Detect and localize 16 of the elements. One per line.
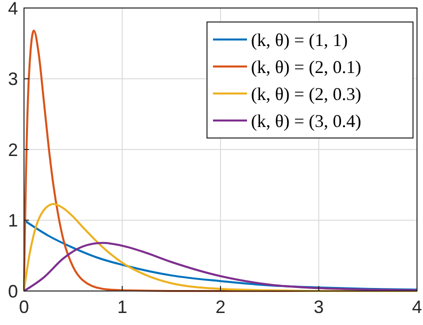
legend-label: (k, θ) = (2, 0.1)	[251, 56, 362, 77]
y-tick-label: 4	[8, 0, 18, 18]
x-tick-label: 2	[215, 297, 226, 317]
legend-label: (k, θ) = (3, 0.4)	[251, 110, 362, 131]
legend-label: (k, θ) = (2, 0.3)	[251, 84, 362, 104]
line-series	[23, 219, 418, 291]
y-tick-label: 2	[8, 140, 18, 160]
x-tick-label: 4	[412, 297, 422, 317]
y-tick-label: 1	[8, 210, 18, 231]
y-tick-label: 3	[8, 69, 18, 90]
x-tick-label: 3	[314, 297, 324, 317]
line-series	[23, 242, 418, 292]
line-series	[23, 202, 418, 292]
y-tick-label: 0	[8, 281, 18, 302]
legend-label: (k, θ) = (1, 1)	[251, 30, 348, 50]
x-tick-label: 1	[117, 297, 128, 317]
